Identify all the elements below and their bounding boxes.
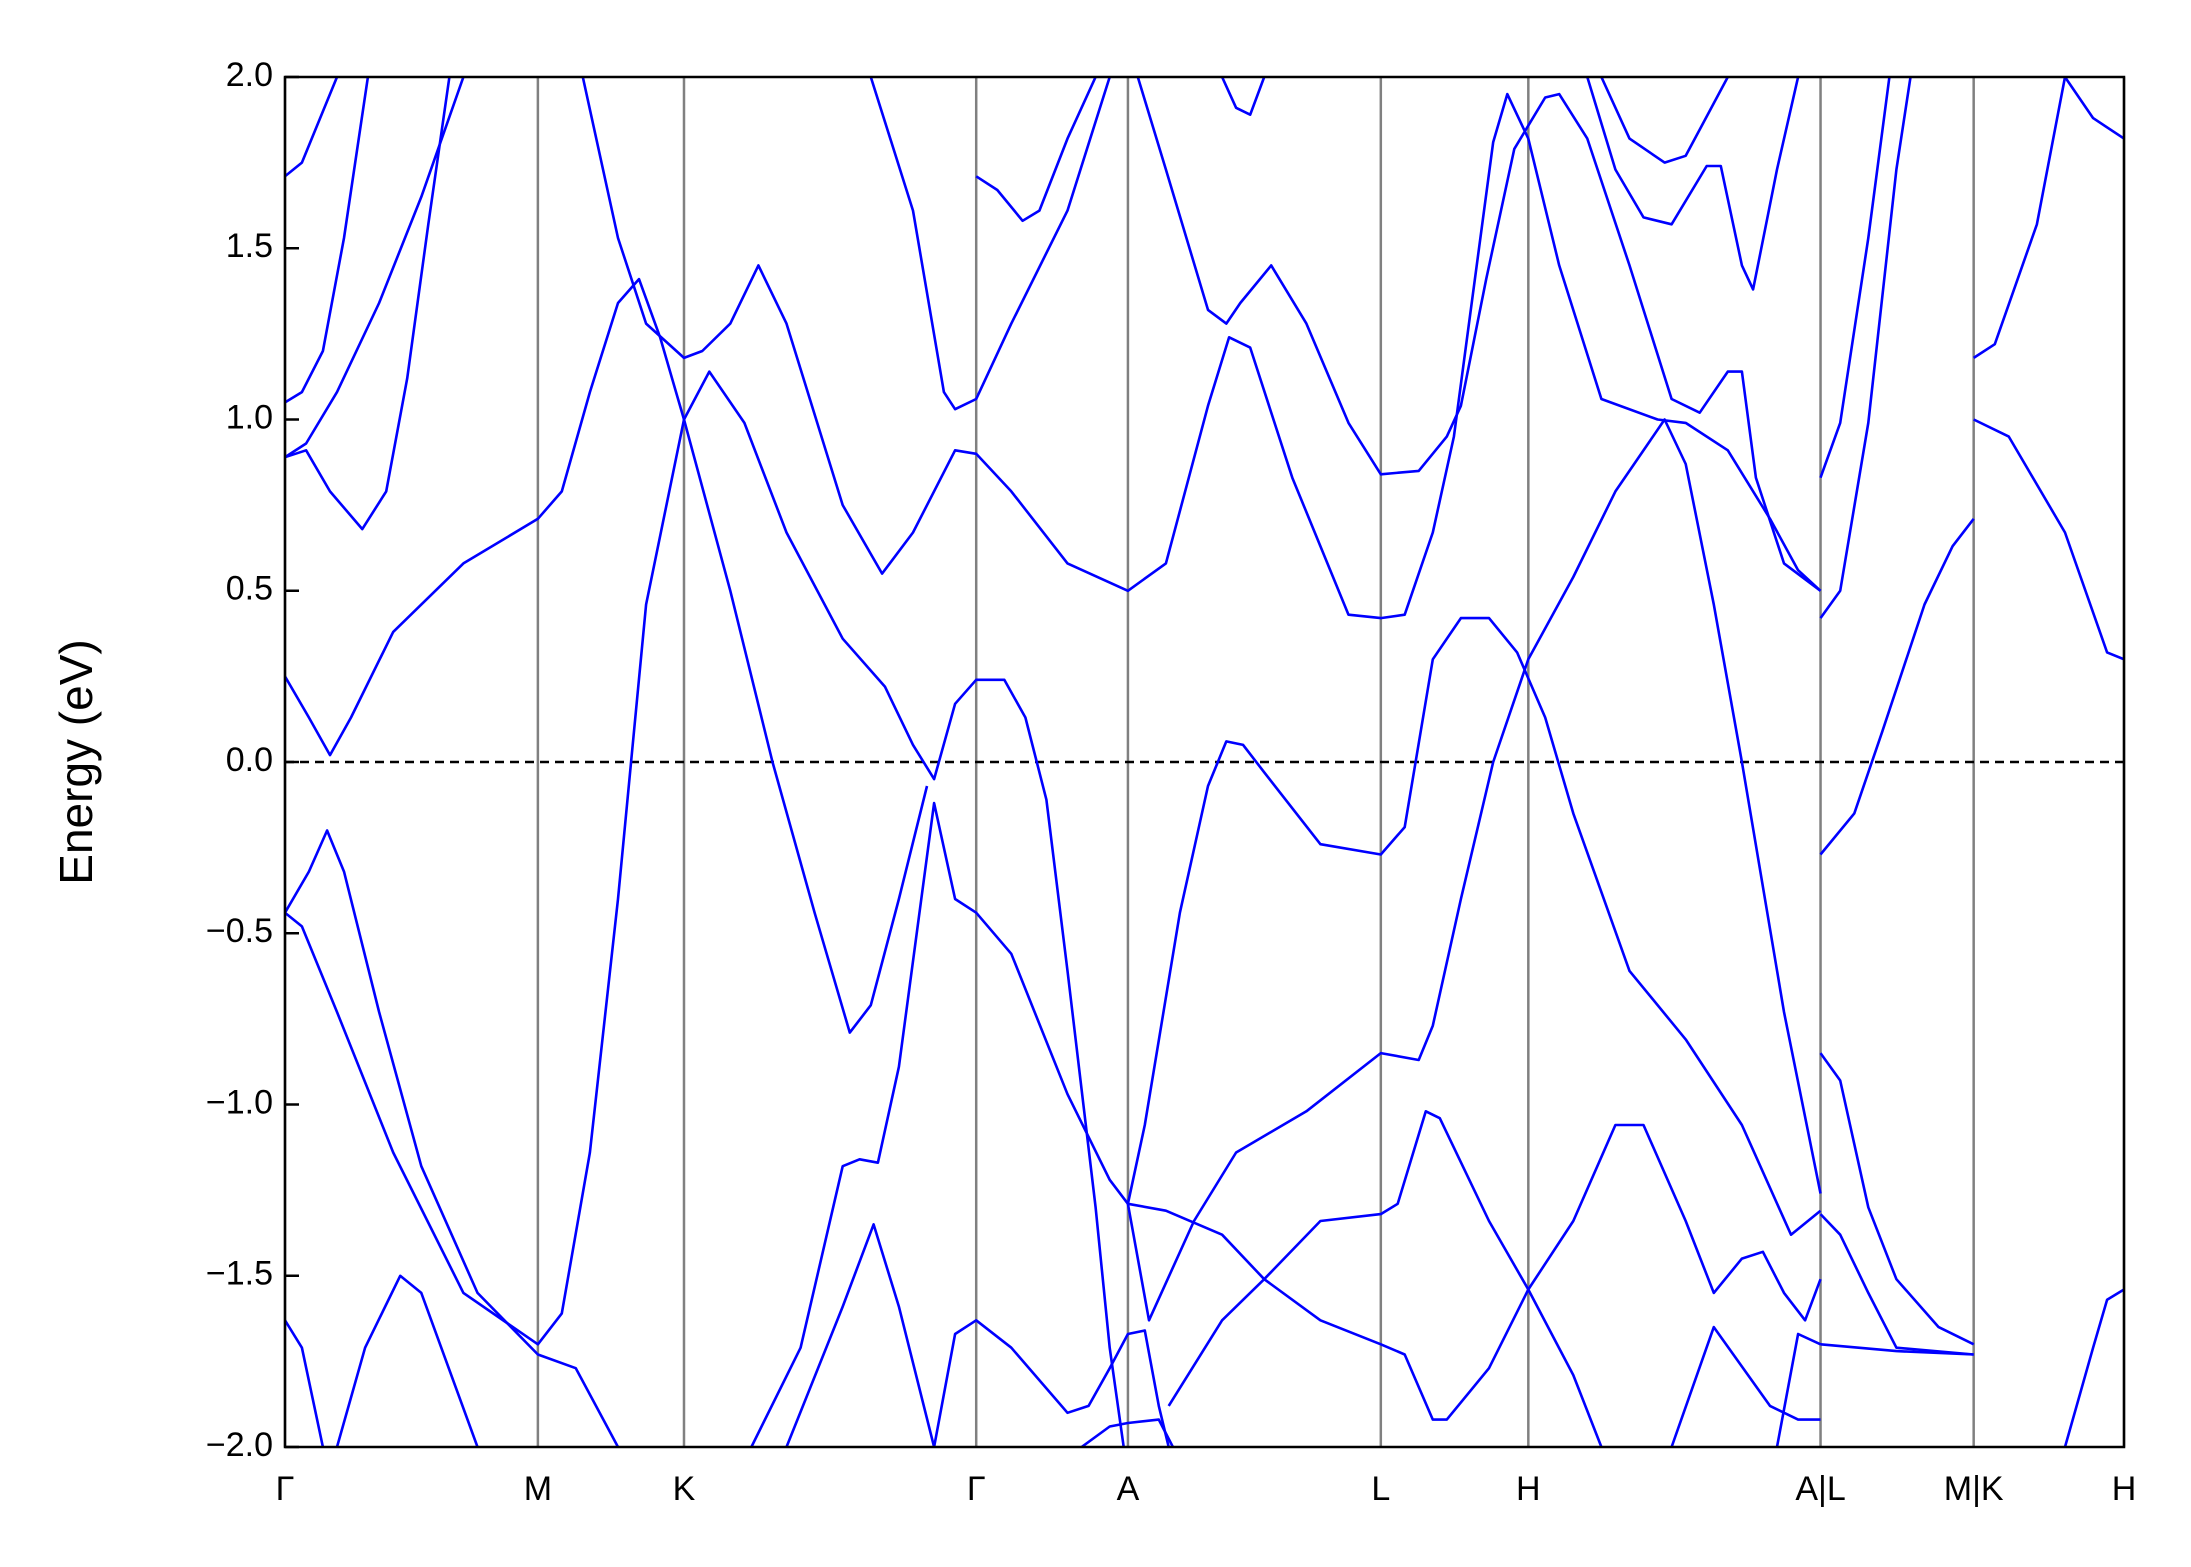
y-tick-label: 1.5 [226,227,273,265]
bands-layer [285,77,2124,1447]
band-line [335,1274,479,1447]
band-line [285,77,465,459]
band-line [2063,1288,2124,1447]
band-line [869,77,1111,411]
band-line [1819,77,1912,619]
x-tick-label: Γ [276,1470,295,1508]
y-axis-label: Energy (eV) [50,639,102,884]
band-line [285,370,1125,1447]
band-line [1220,77,1266,116]
band-line [1819,518,1975,856]
band-line [1080,1418,1175,1447]
band-line [932,1319,1170,1447]
labels-layer: Γ M K Γ A L H A|L M|K H −2.0 −1.5 −1.0 −0.5 0.0 0.5 1.0 1… [206,56,2136,1508]
x-tick-label: M|K [1944,1470,2004,1508]
band-line [1973,418,2124,661]
band-line [285,77,451,531]
y-tick-label: 0.0 [226,741,273,779]
band-line [285,77,339,178]
band-line [285,277,929,1034]
y-tick-label: 2.0 [226,56,273,94]
y-tick-label: 0.5 [226,570,273,608]
band-line [1820,1343,1974,1356]
band-line [285,1319,325,1447]
x-tick-label: A [1117,1470,1140,1508]
x-tick-label: K [673,1470,696,1508]
x-tick-label: Γ [967,1470,986,1508]
y-tick-label: 1.0 [226,398,273,436]
x-tick-label: L [1371,1470,1390,1508]
x-tick-label: H [2112,1470,2137,1508]
y-tick-label: −0.5 [206,912,273,950]
band-line [581,77,1822,620]
band-line [1586,77,1800,291]
band-line [1775,1332,1822,1447]
x-tick-label: H [1516,1470,1541,1508]
band-line [1167,1110,1603,1447]
band-line [1972,77,2067,359]
band-line [750,801,1822,1447]
band-line [1126,616,1822,1236]
band-line [1819,1213,1974,1356]
band-line [1126,418,1822,1322]
band-line [1819,1052,1975,1346]
band-line [1136,77,1822,592]
band-line [1600,77,1729,164]
band-line [2063,77,2124,140]
y-tick-label: −1.5 [206,1255,273,1293]
band-line [1819,77,1891,479]
band-line [785,1223,936,1447]
x-tick-label: M [524,1470,552,1508]
band-line [1670,1325,1821,1447]
y-tick-label: −1.0 [206,1083,273,1121]
grid-layer [283,77,2126,1447]
x-tick-label: A|L [1795,1470,1845,1508]
band-line [285,77,370,404]
band-line [975,77,1097,223]
y-tick-label: −2.0 [206,1426,273,1464]
band-line [285,829,620,1447]
